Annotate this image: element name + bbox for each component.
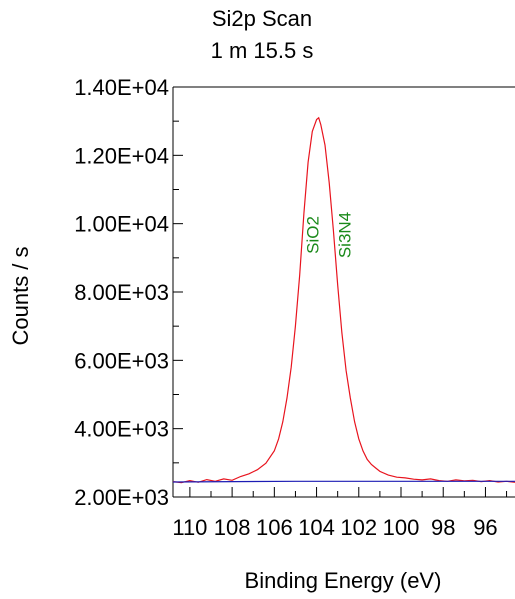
y-tick-label: 2.00E+03 xyxy=(74,485,169,510)
peak-annotation: SiO2 xyxy=(304,216,323,254)
peak-annotation: Si3N4 xyxy=(335,212,354,258)
x-tick-label: 108 xyxy=(214,515,251,540)
x-tick-label: 110 xyxy=(172,515,207,540)
x-tick-label: 106 xyxy=(256,515,293,540)
y-tick-label: 1.20E+04 xyxy=(74,143,169,168)
x-tick-label: 102 xyxy=(340,515,377,540)
y-axis-label: Counts / s xyxy=(8,246,33,345)
background-line xyxy=(172,480,515,483)
chart-title: Si2p Scan xyxy=(212,6,312,31)
y-tick-label: 1.00E+04 xyxy=(74,212,169,237)
chart-subtitle: 1 m 15.5 s xyxy=(211,38,314,63)
y-tick-label: 6.00E+03 xyxy=(74,348,169,373)
x-tick-label: 96 xyxy=(473,515,497,540)
y-tick-label: 8.00E+03 xyxy=(74,280,169,305)
y-tick-label: 1.40E+04 xyxy=(74,75,169,100)
y-tick-label: 4.00E+03 xyxy=(74,417,169,442)
x-tick-label: 98 xyxy=(431,515,455,540)
x-axis-label: Binding Energy (eV) xyxy=(245,568,442,593)
spectrum-line xyxy=(172,116,515,484)
plot-area: 2.00E+03 4.00E+03 6.00E+03 8.00E+03 1.00E+04… xyxy=(74,75,515,540)
x-tick-label: 100 xyxy=(383,515,420,540)
x-tick-label: 104 xyxy=(298,515,335,540)
